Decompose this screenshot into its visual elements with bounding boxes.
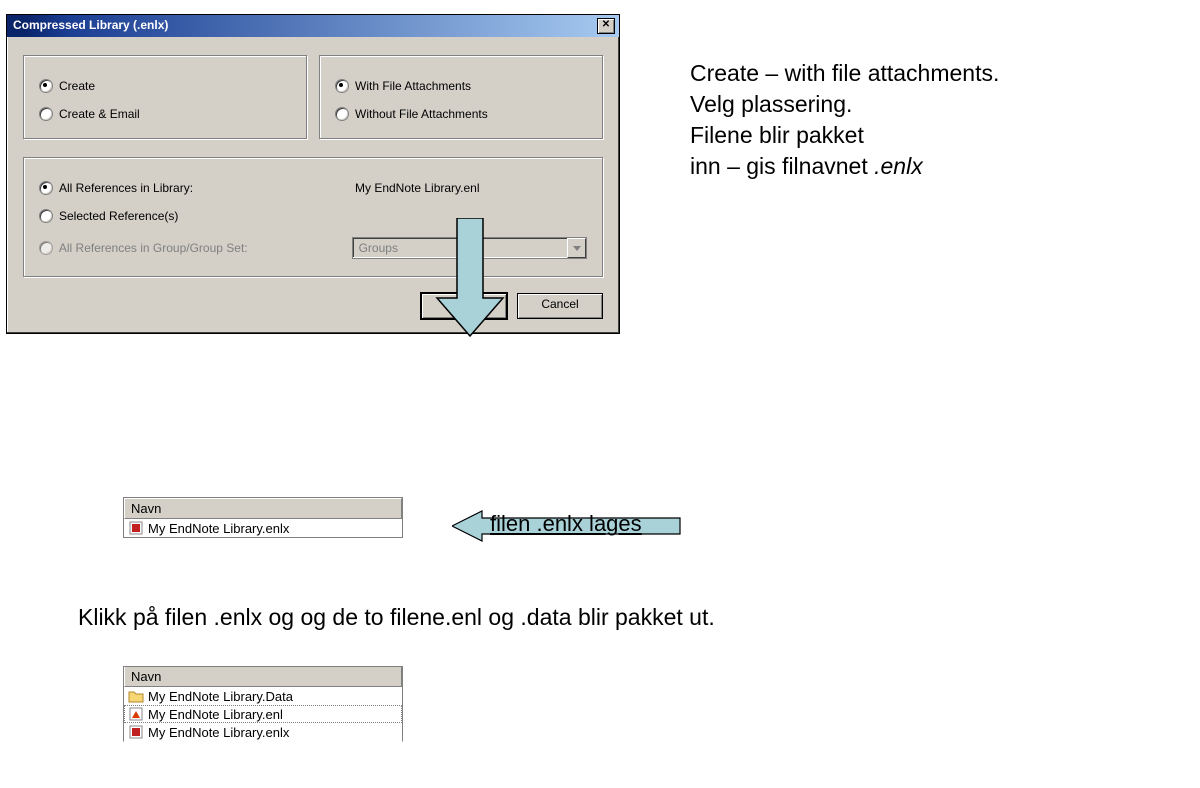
down-arrow-icon (435, 218, 505, 338)
cancel-button[interactable]: Cancel (517, 293, 603, 319)
file-list-extracted: Navn My EndNote Library.Data My EndNote … (123, 666, 403, 742)
annotation-line: inn – gis filnavnet .enlx (690, 151, 999, 182)
dialog-body: Create Create & Email With File Attachme… (7, 37, 619, 333)
arrow-label: filen .enlx lages (490, 511, 642, 537)
annotation-block: Create – with file attachments. Velg pla… (690, 58, 999, 182)
radio-icon (39, 107, 53, 121)
references-options-group: All References in Library: My EndNote Li… (23, 157, 603, 277)
enlx-file-icon (128, 520, 144, 536)
radio-without-attachments[interactable]: Without File Attachments (335, 107, 587, 121)
instruction-text: Klikk på filen .enlx og og de to filene.… (78, 604, 715, 631)
chevron-down-icon (567, 238, 586, 258)
file-name: My EndNote Library.enlx (148, 725, 289, 740)
radio-icon (39, 209, 53, 223)
column-header-name[interactable]: Navn (124, 498, 402, 519)
list-item[interactable]: My EndNote Library.enl (124, 705, 402, 723)
annotation-line: Filene blir pakket (690, 120, 999, 151)
radio-label: Selected Reference(s) (59, 209, 178, 223)
radio-label: All References in Group/Group Set: (59, 241, 346, 255)
column-header-name[interactable]: Navn (124, 667, 402, 687)
radio-icon (39, 79, 53, 93)
folder-icon (128, 688, 144, 704)
annotation-line: Velg plassering. (690, 89, 999, 120)
radio-all-refs[interactable]: All References in Library: My EndNote Li… (39, 181, 587, 195)
radio-label: All References in Library: (59, 181, 349, 195)
enlx-file-icon (128, 724, 144, 740)
list-item[interactable]: My EndNote Library.enlx (124, 519, 402, 537)
radio-create[interactable]: Create (39, 79, 291, 93)
radio-label: Create (59, 79, 95, 93)
dropdown-value: Groups (359, 241, 398, 255)
radio-label: With File Attachments (355, 79, 471, 93)
file-name: My EndNote Library.Data (148, 689, 293, 704)
dialog-buttons: Next Cancel (23, 293, 603, 319)
dialog-title: Compressed Library (.enlx) (13, 18, 168, 32)
compressed-library-dialog: Compressed Library (.enlx) ✕ Create Crea… (6, 14, 620, 334)
list-item[interactable]: My EndNote Library.enlx (124, 723, 402, 741)
radio-create-email[interactable]: Create & Email (39, 107, 291, 121)
radio-icon (39, 181, 53, 195)
annotation-line: Create – with file attachments. (690, 58, 999, 89)
dialog-titlebar[interactable]: Compressed Library (.enlx) ✕ (7, 15, 619, 37)
close-icon[interactable]: ✕ (597, 18, 615, 34)
attachments-options-group: With File Attachments Without File Attac… (319, 55, 603, 139)
enl-file-icon (128, 706, 144, 722)
radio-label: Without File Attachments (355, 107, 488, 121)
radio-icon (335, 79, 349, 93)
create-options-group: Create Create & Email (23, 55, 307, 139)
file-name: My EndNote Library.enl (148, 707, 283, 722)
file-list-enlx: Navn My EndNote Library.enlx (123, 497, 403, 538)
radio-icon (39, 241, 53, 255)
radio-with-attachments[interactable]: With File Attachments (335, 79, 587, 93)
list-item[interactable]: My EndNote Library.Data (124, 687, 402, 705)
library-filename: My EndNote Library.enl (355, 181, 480, 195)
radio-label: Create & Email (59, 107, 140, 121)
file-name: My EndNote Library.enlx (148, 521, 289, 536)
radio-icon (335, 107, 349, 121)
